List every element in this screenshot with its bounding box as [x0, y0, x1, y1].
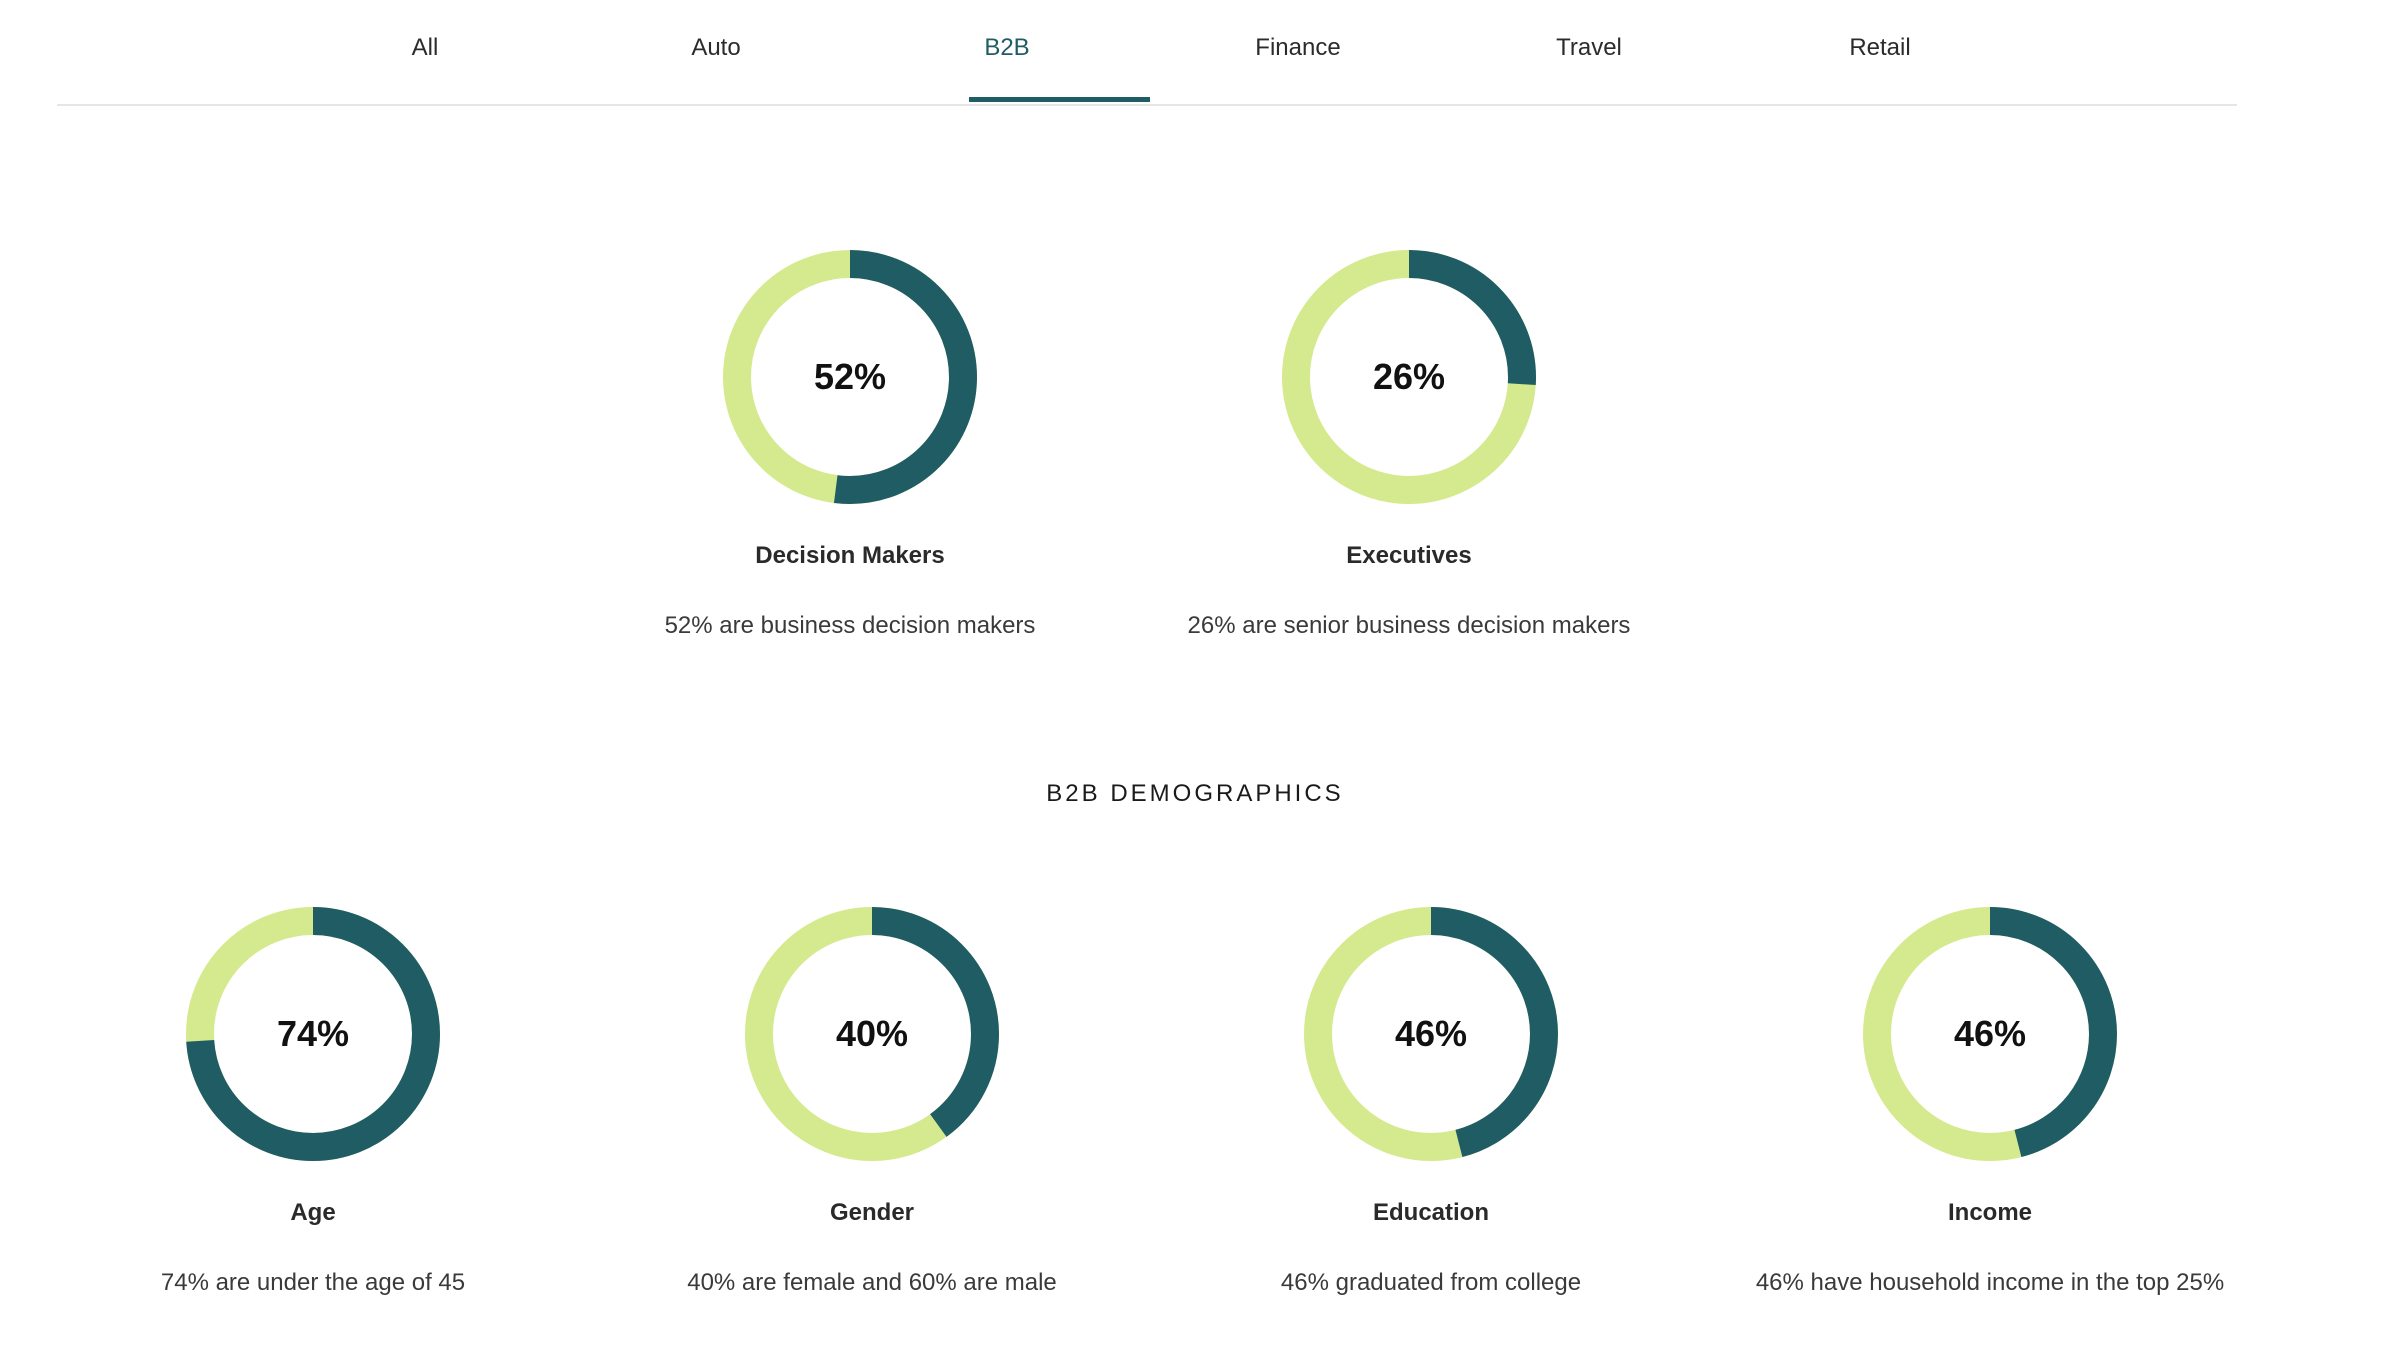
stat-age: 74% Age 74% are under the age of 45: [33, 905, 593, 1297]
tab-travel[interactable]: Travel: [1556, 34, 1622, 61]
donut-value-arc: [723, 250, 977, 504]
donut-chart: 40%: [743, 905, 1001, 1163]
donut-value-arc: [745, 907, 999, 1161]
donut-value-arc: [186, 907, 440, 1161]
stat-executives: 26% Executives 26% are senior business d…: [1129, 248, 1689, 640]
donut-svg: [745, 907, 999, 1161]
tab-auto[interactable]: Auto: [691, 34, 741, 61]
active-tab-indicator: [969, 97, 1150, 102]
donut-svg: [186, 907, 440, 1161]
tab-b2b[interactable]: B2B: [984, 34, 1030, 61]
stat-title: Decision Makers: [755, 542, 945, 569]
donut-chart: 74%: [184, 905, 442, 1163]
donut-chart: 46%: [1302, 905, 1560, 1163]
donut-value-arc: [1863, 907, 2117, 1161]
stat-description: 52% are business decision makers: [664, 612, 1036, 639]
percent-label: 26%: [1372, 356, 1446, 397]
percent-label: 46%: [1394, 1013, 1468, 1054]
percent-label: 74%: [276, 1013, 350, 1054]
stat-description: 40% are female and 60% are male: [687, 1269, 1057, 1296]
tab-all[interactable]: All: [411, 34, 439, 61]
section-title: B2B DEMOGRAPHICS: [1046, 780, 1344, 807]
percent-label: 46%: [1953, 1013, 2027, 1054]
stat-description: 46% have household income in the top 25%: [1755, 1269, 2225, 1296]
category-tabs: All Auto B2B Finance Travel Retail: [57, 0, 2237, 106]
donut-value-arc: [1282, 250, 1536, 504]
stat-income: 46% Income 46% have household income in …: [1710, 905, 2270, 1297]
tab-finance[interactable]: Finance: [1255, 34, 1341, 61]
stat-title: Gender: [829, 1199, 915, 1226]
stat-title: Executives: [1346, 542, 1472, 569]
tab-retail[interactable]: Retail: [1849, 34, 1911, 61]
donut-svg: [1282, 250, 1536, 504]
stat-gender: 40% Gender 40% are female and 60% are ma…: [592, 905, 1152, 1297]
donut-svg: [1863, 907, 2117, 1161]
donut-chart: 46%: [1861, 905, 2119, 1163]
donut-svg: [1304, 907, 1558, 1161]
stat-title: Income: [1947, 1199, 2033, 1226]
donut-chart: 26%: [1280, 248, 1538, 506]
stat-description: 26% are senior business decision makers: [1187, 612, 1631, 639]
donut-chart: 52%: [721, 248, 979, 506]
stat-description: 46% graduated from college: [1280, 1269, 1582, 1296]
percent-label: 52%: [813, 356, 887, 397]
stat-title: Education: [1372, 1199, 1489, 1226]
stat-title: Age: [290, 1199, 336, 1226]
stat-description: 74% are under the age of 45: [160, 1269, 466, 1296]
donut-svg: [723, 250, 977, 504]
donut-value-arc: [1304, 907, 1558, 1161]
stat-education: 46% Education 46% graduated from college: [1151, 905, 1711, 1297]
stat-decision-makers: 52% Decision Makers 52% are business dec…: [570, 248, 1130, 640]
percent-label: 40%: [835, 1013, 909, 1054]
